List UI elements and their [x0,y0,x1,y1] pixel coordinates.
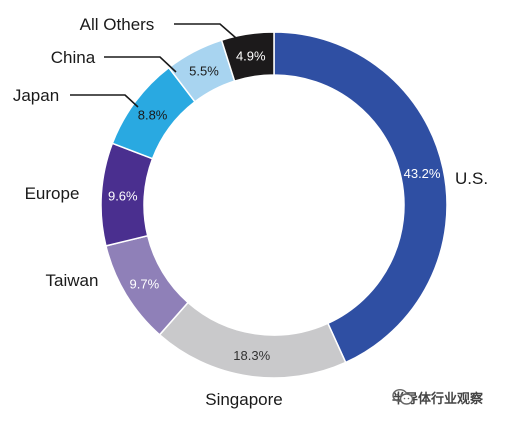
leader-line-all-others [174,23,237,39]
leader-line-japan [70,94,139,108]
category-label-europe: Europe [25,184,80,203]
category-label-all-others: All Others [80,15,155,34]
value-label-all-others: 4.9% [236,48,266,63]
leader-line-china [104,56,177,73]
watermark-text: 半导体行业观察 [392,392,484,407]
value-label-taiwan: 9.7% [130,276,160,291]
slice-all-others [220,31,275,83]
category-label-u-s: U.S. [455,169,488,188]
watermark: 半导体行业观察 [392,388,483,407]
category-label-taiwan: Taiwan [46,271,99,290]
value-label-china: 5.5% [189,64,219,79]
slice-singapore [158,301,347,379]
slice-u-s [273,31,448,364]
wechat-icon [392,388,414,405]
category-label-japan: Japan [13,86,59,105]
value-label-europe: 9.6% [108,188,138,203]
category-label-china: China [51,48,96,67]
value-label-u-s: 43.2% [404,166,441,181]
value-label-singapore: 18.3% [233,348,270,363]
value-label-japan: 8.8% [138,107,168,122]
category-label-singapore: Singapore [205,390,283,409]
